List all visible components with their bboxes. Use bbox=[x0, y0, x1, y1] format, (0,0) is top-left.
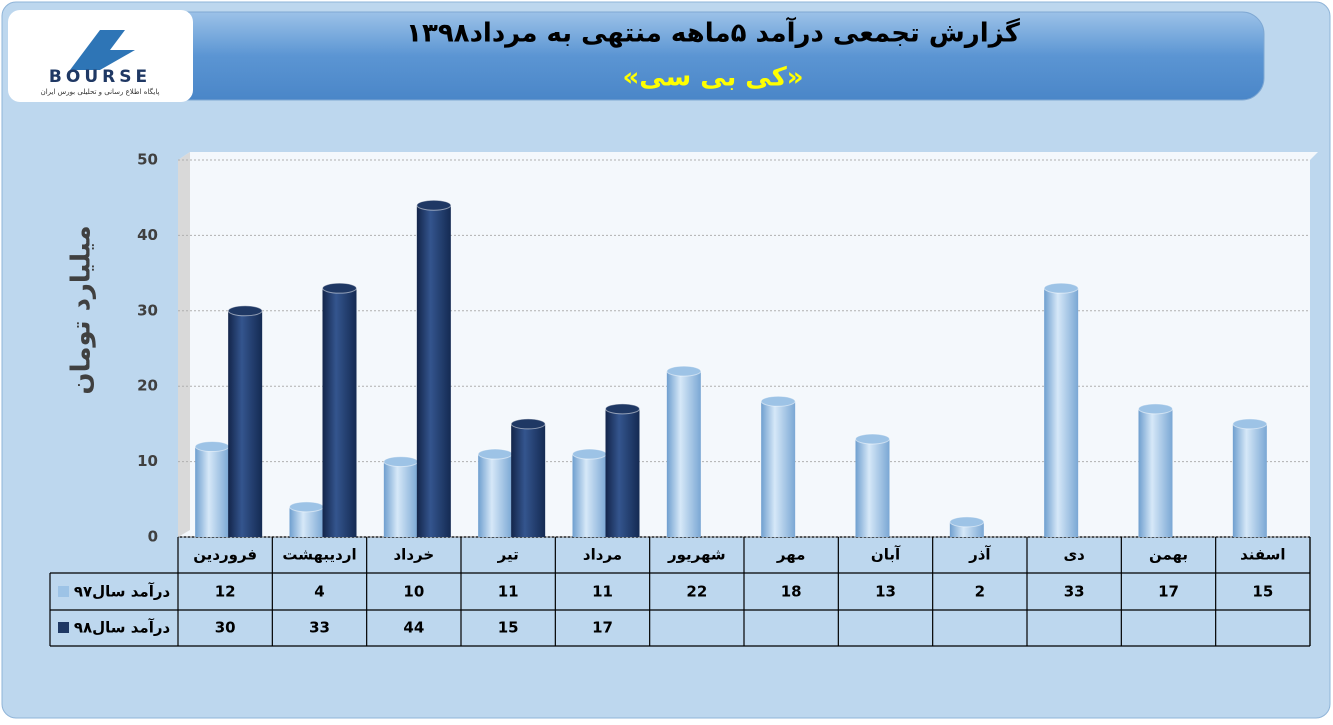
bar-cap bbox=[855, 433, 890, 445]
y-tick-label: 50 bbox=[137, 151, 158, 169]
bar bbox=[228, 310, 263, 537]
table-value: 44 bbox=[403, 619, 424, 637]
bar-cap bbox=[383, 456, 419, 468]
plot-area bbox=[178, 152, 1318, 537]
side-wall bbox=[178, 152, 190, 537]
bar-cap bbox=[289, 501, 324, 513]
bar-cap bbox=[416, 199, 452, 211]
logo-tagline: پایگاه اطلاع رسانی و تحلیلی بورس ایران bbox=[41, 87, 160, 96]
bar-cap bbox=[949, 516, 985, 528]
table-value: 30 bbox=[215, 619, 236, 637]
bar bbox=[322, 288, 357, 537]
legend-swatch bbox=[58, 586, 69, 597]
x-tick-label: آذر bbox=[968, 546, 991, 564]
x-tick-label: فروردین bbox=[193, 546, 257, 564]
bar-cap bbox=[227, 305, 263, 317]
x-tick-label: آبان bbox=[871, 546, 901, 564]
legend-label: درآمد سال۹۷ bbox=[74, 583, 171, 601]
table-value: 15 bbox=[498, 619, 519, 637]
chart-subtitle: «کی بی سی» bbox=[622, 63, 803, 93]
bar-cap bbox=[666, 365, 702, 377]
y-axis-label: میلیارد تومان bbox=[67, 225, 97, 394]
bar bbox=[761, 401, 796, 537]
bar bbox=[1044, 288, 1079, 537]
table-value: 17 bbox=[1158, 583, 1179, 601]
x-tick-label: دی bbox=[1063, 546, 1085, 564]
x-tick-label: شهریور bbox=[667, 546, 726, 564]
table-value: 10 bbox=[403, 583, 424, 601]
logo-name: BOURSE bbox=[49, 67, 151, 87]
table-value: 33 bbox=[1064, 583, 1085, 601]
bar-cap bbox=[1138, 403, 1173, 415]
bar-cap bbox=[1232, 418, 1268, 430]
bar bbox=[383, 461, 418, 537]
bar bbox=[572, 454, 607, 537]
bar bbox=[666, 371, 701, 537]
bar-cap bbox=[322, 282, 357, 294]
y-tick-label: 0 bbox=[148, 528, 158, 546]
logo: BOURSE پایگاه اطلاع رسانی و تحلیلی بورس … bbox=[8, 10, 193, 102]
table-value: 17 bbox=[592, 619, 613, 637]
bar-cap bbox=[572, 448, 607, 460]
bar-cap bbox=[477, 448, 513, 460]
bar bbox=[195, 446, 230, 537]
table-value: 4 bbox=[314, 583, 324, 601]
table-value: 12 bbox=[215, 583, 236, 601]
bar-cap bbox=[605, 403, 640, 415]
y-tick-label: 20 bbox=[137, 377, 158, 395]
x-tick-label: اردیبهشت bbox=[282, 546, 356, 564]
legend-label: درآمد سال۹۸ bbox=[74, 619, 171, 637]
table-value: 13 bbox=[875, 583, 896, 601]
x-tick-label: اسفند bbox=[1240, 546, 1285, 564]
x-tick-label: مهر bbox=[776, 546, 806, 564]
table-value: 11 bbox=[498, 583, 519, 601]
table-value: 11 bbox=[592, 583, 613, 601]
bar bbox=[855, 438, 890, 537]
bar bbox=[511, 423, 546, 537]
chart-title: گزارش تجمعی درآمد ۵ماهه منتهی به مرداد۱۳… bbox=[406, 17, 1021, 49]
legend-swatch bbox=[58, 622, 69, 633]
bar bbox=[1138, 408, 1173, 537]
bar-cap bbox=[510, 418, 546, 430]
bar bbox=[416, 205, 451, 538]
bar-cap bbox=[1043, 282, 1079, 294]
table-value: 15 bbox=[1252, 583, 1273, 601]
y-tick-label: 40 bbox=[137, 226, 158, 244]
bar bbox=[1232, 423, 1267, 537]
bar bbox=[605, 408, 640, 537]
y-tick-label: 10 bbox=[137, 452, 158, 470]
table-value: 18 bbox=[781, 583, 802, 601]
table-value: 33 bbox=[309, 619, 330, 637]
bar bbox=[478, 454, 513, 537]
bar-cap bbox=[194, 441, 230, 453]
x-tick-label: تیر bbox=[497, 546, 519, 564]
y-tick-label: 30 bbox=[137, 301, 158, 319]
x-tick-label: خرداد bbox=[393, 546, 434, 564]
logo-icon bbox=[70, 30, 135, 70]
bar-cap bbox=[760, 395, 796, 407]
table-value: 2 bbox=[975, 583, 985, 601]
x-tick-label: مرداد bbox=[583, 546, 622, 564]
x-tick-label: بهمن bbox=[1149, 546, 1188, 564]
table-value: 22 bbox=[686, 583, 707, 601]
